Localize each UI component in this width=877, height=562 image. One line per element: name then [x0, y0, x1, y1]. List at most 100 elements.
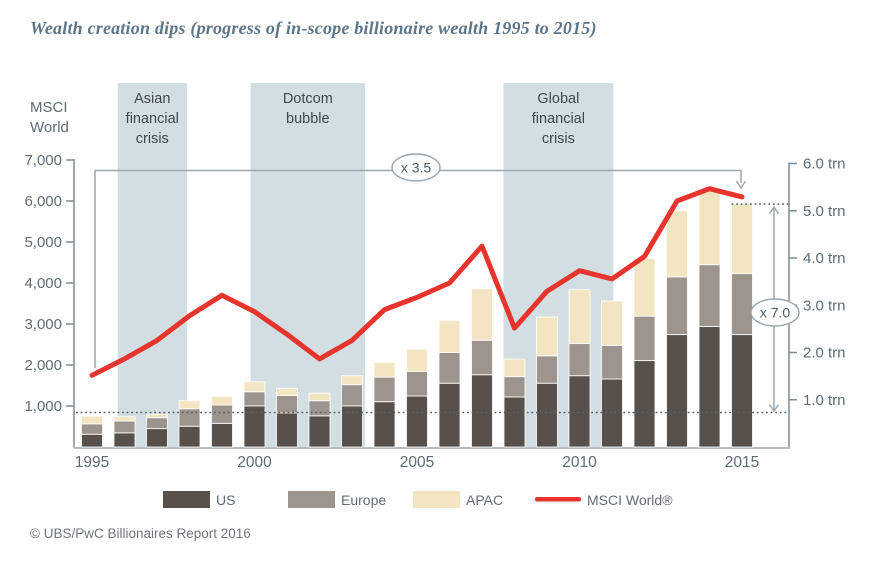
bar-apac-2006 — [438, 319, 461, 353]
crisis-band — [117, 83, 187, 447]
legend-label: APAC — [466, 492, 503, 508]
x-axis-tick-label: 2000 — [237, 454, 272, 471]
wealth-growth-bubble — [750, 298, 800, 327]
bar-us-1995 — [81, 433, 103, 448]
left-axis-tick-label: 6,000 — [24, 193, 62, 210]
bar-apac-2014 — [698, 189, 721, 266]
bar-apac-2001 — [276, 387, 298, 396]
bar-apac-1998 — [178, 400, 201, 410]
legend-swatch-apac — [413, 491, 460, 508]
legend-label: Europe — [341, 492, 386, 508]
bar-us-1996 — [113, 432, 136, 448]
bar-us-2009 — [536, 382, 558, 448]
msci-world-line — [89, 186, 745, 378]
bar-europe-2010 — [568, 343, 591, 377]
bar-apac-1996 — [113, 416, 136, 422]
crisis-band-label: Dotcom bubble — [283, 91, 333, 127]
bar-europe-2002 — [308, 400, 331, 417]
wealth-growth-arrowhead-down — [768, 404, 780, 413]
right-axis-tick-label: 5.0 trn — [803, 203, 846, 220]
bar-europe-1996 — [113, 420, 136, 434]
bar-apac-1995 — [81, 415, 103, 425]
bar-apac-2010 — [568, 289, 591, 345]
bar-europe-2014 — [698, 264, 721, 328]
bar-apac-2003 — [341, 375, 363, 386]
crisis-band-label: Asian financial crisis — [126, 91, 179, 147]
left-axis-tick-label: 7,000 — [24, 152, 62, 169]
right-axis-tick-label: 1.0 trn — [803, 392, 846, 409]
bar-apac-2007 — [471, 288, 493, 341]
x-axis-tick-label: 2015 — [725, 454, 759, 471]
bar-europe-2003 — [341, 384, 363, 407]
left-axis-tick-label: 1,000 — [24, 398, 62, 415]
bar-europe-2011 — [601, 344, 623, 380]
x-axis-tick-label: 1995 — [75, 454, 109, 471]
bar-apac-2015 — [731, 203, 753, 275]
legend-label: MSCI World® — [587, 492, 673, 508]
line-growth-label: x 3.5 — [401, 160, 432, 176]
bar-europe-2009 — [536, 355, 558, 384]
legend-swatch-europe — [288, 491, 335, 508]
bar-europe-1999 — [211, 404, 233, 424]
bar-europe-2008 — [503, 376, 526, 398]
left-axis-tick-label: 5,000 — [24, 234, 62, 251]
legend-line-swatch — [535, 497, 581, 502]
wealth-growth-arrowhead-up — [768, 205, 780, 215]
bar-us-2005 — [406, 395, 428, 448]
bar-us-1998 — [178, 425, 201, 448]
bar-apac-2005 — [406, 348, 428, 372]
bar-us-2014 — [698, 326, 721, 448]
legend-label: US — [216, 492, 235, 508]
right-axis-tick-label: 3.0 trn — [803, 297, 846, 314]
bar-europe-2012 — [633, 315, 656, 362]
bar-apac-2012 — [633, 257, 656, 317]
bar-us-2004 — [373, 401, 396, 448]
bar-us-2008 — [503, 396, 526, 448]
bar-apac-2009 — [536, 316, 558, 357]
bar-europe-2015 — [731, 273, 753, 336]
bar-us-2007 — [471, 374, 493, 448]
crisis-band-label: Global financial crisis — [532, 91, 585, 147]
bar-europe-2004 — [373, 376, 396, 403]
bar-apac-1997 — [146, 413, 168, 419]
bar-europe-1997 — [146, 417, 168, 430]
bar-europe-2000 — [243, 391, 266, 407]
bar-apac-2004 — [373, 361, 396, 378]
bar-us-2012 — [633, 360, 656, 448]
bar-europe-1995 — [81, 423, 103, 435]
bar-europe-2001 — [276, 394, 298, 414]
bar-europe-2006 — [438, 352, 461, 384]
bar-us-1999 — [211, 422, 233, 448]
left-axis-title: MSCI World — [30, 99, 69, 136]
bar-europe-1998 — [178, 408, 201, 427]
bar-apac-2013 — [666, 210, 688, 278]
chart-title: Wealth creation dips (progress of in-sco… — [30, 18, 597, 38]
bar-us-2001 — [276, 412, 298, 448]
right-axis-tick-label: 2.0 trn — [803, 345, 846, 362]
wealth-growth-label: x 7.0 — [760, 305, 791, 321]
bar-apac-2008 — [503, 358, 526, 378]
right-axis-tick-label: 6.0 trn — [803, 156, 846, 173]
bar-apac-1999 — [211, 395, 233, 406]
right-axis-tick-label: 4.0 trn — [803, 250, 846, 267]
bar-us-2006 — [438, 382, 461, 448]
x-axis-tick-label: 2005 — [400, 454, 434, 471]
left-axis-tick-label: 2,000 — [24, 357, 62, 374]
line-growth-arrowhead — [735, 180, 747, 190]
bar-europe-2007 — [471, 339, 493, 376]
bar-us-2002 — [308, 415, 331, 448]
bar-us-2010 — [568, 375, 591, 448]
bar-apac-2000 — [243, 381, 266, 393]
bar-us-2015 — [731, 334, 753, 448]
source-note: © UBS/PwC Billionaires Report 2016 — [30, 526, 251, 541]
bar-europe-2005 — [406, 370, 428, 397]
left-axis-tick-label: 3,000 — [24, 316, 62, 333]
left-axis-tick-label: 4,000 — [24, 275, 62, 292]
line-growth-bubble — [391, 153, 441, 182]
bar-apac-2011 — [601, 300, 623, 346]
x-axis-tick-label: 2010 — [562, 454, 597, 471]
bar-apac-2002 — [308, 392, 331, 402]
bar-europe-2013 — [666, 276, 688, 336]
